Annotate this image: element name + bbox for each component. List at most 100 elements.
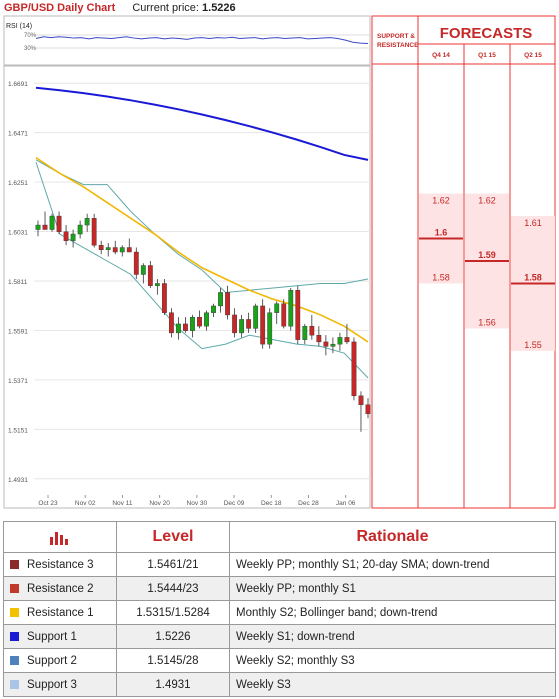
candle-body xyxy=(225,292,230,316)
rationale-header: Rationale xyxy=(229,521,556,553)
forecasts-title: FORECASTS xyxy=(440,25,533,42)
x-tick-label: Jan 06 xyxy=(336,500,356,507)
candle-body xyxy=(211,305,216,313)
level-name-text: Support 3 xyxy=(27,678,77,691)
candle-body xyxy=(49,215,55,230)
y-tick-label: 1.6031 xyxy=(8,230,28,237)
y-tick-label: 1.6471 xyxy=(8,131,28,138)
forecast-high-label: 1.62 xyxy=(478,196,496,206)
section-divider xyxy=(0,509,559,515)
candle-body xyxy=(91,218,97,246)
level-rationale: Monthly S2; Bollinger band; down-trend xyxy=(229,600,556,625)
level-rationale: Weekly S2; monthly S3 xyxy=(229,648,556,673)
candle-body xyxy=(63,231,69,241)
table-icon-cell xyxy=(3,521,117,553)
candle-body xyxy=(295,290,301,340)
candle-body xyxy=(70,233,76,241)
candle-body xyxy=(309,325,315,336)
level-name: Support 3 xyxy=(3,672,117,697)
forecast-low-label: 1.55 xyxy=(524,340,542,350)
candle-body xyxy=(239,319,245,334)
candle-body xyxy=(161,283,167,313)
table-row: Support 1 1.5226 Weekly S1; down-trend xyxy=(3,624,556,649)
forecast-high-label: 1.61 xyxy=(524,218,542,228)
table-row: Support 2 1.5145/28 Weekly S2; monthly S3 xyxy=(3,648,556,673)
rsi-title: RSI (14) xyxy=(6,23,32,30)
sma50-line xyxy=(35,156,369,343)
level-rationale: Weekly S3 xyxy=(229,672,556,697)
candle-body xyxy=(35,224,41,230)
forecast-column-header: Q1 15 xyxy=(478,52,496,59)
x-tick-label: Dec 18 xyxy=(261,500,282,507)
candle-body xyxy=(281,303,287,327)
x-tick-label: Nov 30 xyxy=(187,500,208,507)
table-row: Resistance 2 1.5444/23 Weekly PP; monthly … xyxy=(3,576,556,601)
level-value: 1.5145/28 xyxy=(116,648,230,673)
candle-body xyxy=(302,325,308,340)
candle-body xyxy=(365,404,371,415)
level-name-text: Support 1 xyxy=(27,630,77,643)
level-value: 1.5461/21 xyxy=(116,552,230,577)
levels-table: Level Rationale Resistance 3 1.5461/21 Wee… xyxy=(3,521,556,697)
candle-body xyxy=(274,303,280,313)
y-tick-label: 1.5811 xyxy=(8,279,28,286)
table-row: Resistance 3 1.5461/21 Weekly PP; monthly … xyxy=(3,552,556,577)
forecast-column-header: Q4 14 xyxy=(432,52,450,59)
candle-body xyxy=(105,247,111,250)
candle-body xyxy=(84,218,90,226)
candle-body xyxy=(204,312,209,327)
candle-body xyxy=(351,341,357,397)
level-value: 1.5444/23 xyxy=(116,576,230,601)
x-tick-label: Nov 20 xyxy=(149,500,170,507)
price-panel: 1.6691 1.6471 1.6251 1.6031 1.5811 1.5591 1.53… xyxy=(3,65,418,509)
candle-body xyxy=(112,247,118,253)
level-rationale: Weekly PP; monthly S1; 20-day SMA; down-… xyxy=(229,552,556,577)
level-value: 1.5226 xyxy=(116,624,230,649)
table-row: Resistance 1 1.5315/1.5284 Monthly S2; Bol… xyxy=(3,600,556,625)
candle-body xyxy=(253,305,259,329)
level-swatch xyxy=(10,631,19,641)
rsi-tick-70: 70% xyxy=(24,33,37,39)
candle-body xyxy=(337,337,343,345)
candle-body xyxy=(42,224,48,230)
candle-body xyxy=(344,337,350,343)
y-tick-label: 1.4931 xyxy=(8,477,28,484)
forecast-mid-label: 1.58 xyxy=(524,272,542,282)
y-tick-label: 1.5151 xyxy=(8,427,28,434)
level-name: Resistance 3 xyxy=(3,552,117,577)
level-swatch xyxy=(10,655,19,665)
x-tick-label: Nov 11 xyxy=(112,500,132,507)
candle-body xyxy=(77,224,83,235)
forecast-low-label: 1.56 xyxy=(478,317,496,327)
candle-body xyxy=(176,323,181,334)
rsi-panel: RSI (14) 70% 30% xyxy=(3,15,371,66)
bar-chart-icon xyxy=(50,531,68,545)
candle-body xyxy=(147,265,153,286)
level-rationale: Weekly PP; monthly S1 xyxy=(229,576,556,601)
chart-header: GBP/USD Daily Chart Current price: 1.522… xyxy=(4,2,236,14)
level-name: Resistance 2 xyxy=(3,576,117,601)
level-name: Support 2 xyxy=(3,648,117,673)
forecast-column-header: Q2 15 xyxy=(524,52,542,59)
candle-body xyxy=(140,265,146,275)
y-tick-label: 1.6251 xyxy=(8,180,28,187)
candle-body xyxy=(56,215,62,232)
x-tick-label: Dec 09 xyxy=(224,500,245,507)
candle-body xyxy=(267,312,273,345)
forecast-low-label: 1.58 xyxy=(432,272,450,282)
rsi-tick-30: 30% xyxy=(24,46,37,52)
level-name: Support 1 xyxy=(3,624,117,649)
candle-body xyxy=(119,247,125,253)
candle-body xyxy=(133,251,139,275)
candle-body xyxy=(190,316,195,331)
candle-body xyxy=(218,292,223,307)
candle-body xyxy=(246,319,252,329)
level-name-text: Resistance 2 xyxy=(27,582,94,595)
bollinger-upper xyxy=(35,159,369,293)
table-row: Support 3 1.4931 Weekly S3 xyxy=(3,672,556,697)
candle-body xyxy=(98,245,104,250)
gbpusd-chart: RSI (14) 70% 30% 1.6691 1.6471 1.6251 1.603… xyxy=(3,15,556,509)
level-swatch xyxy=(10,679,19,689)
sma200-line xyxy=(35,86,369,161)
level-header: Level xyxy=(116,521,230,553)
